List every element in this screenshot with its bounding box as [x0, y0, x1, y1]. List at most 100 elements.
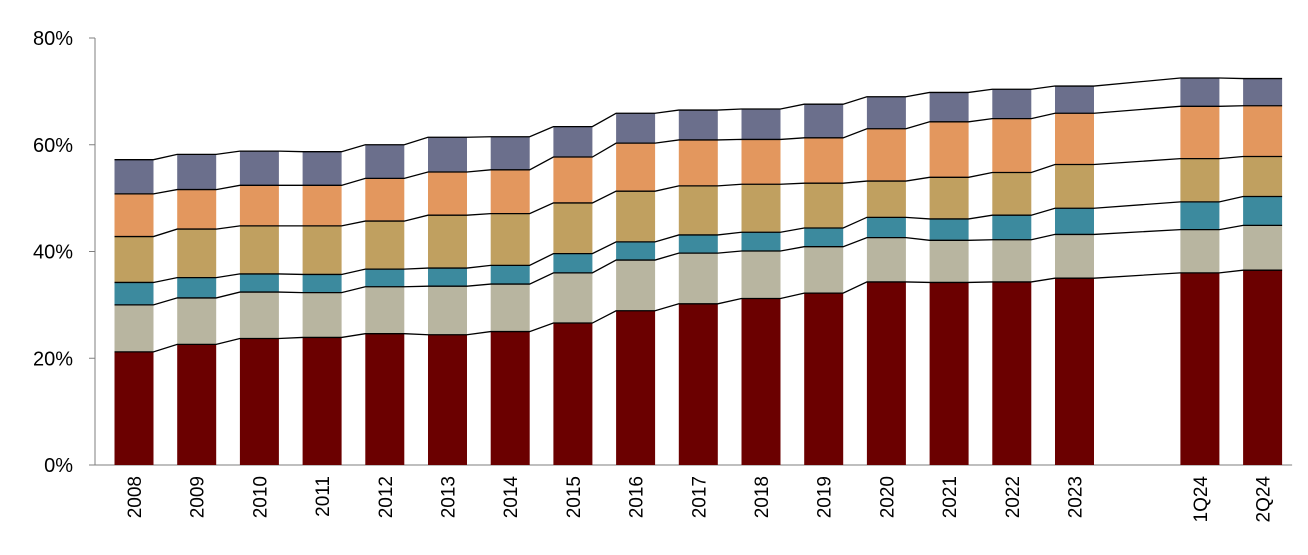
- bar-segment: [992, 172, 1032, 216]
- x-tick-label: 1Q24: [1191, 476, 1212, 523]
- series-connector-line: [114, 269, 1283, 353]
- bar-segment: [804, 104, 844, 138]
- bar-segment: [804, 246, 844, 294]
- bar-segment: [929, 121, 969, 178]
- bar-segment: [302, 274, 342, 293]
- bar-segment: [866, 281, 906, 465]
- bar-segment: [177, 277, 217, 298]
- series-connector-line: [114, 105, 1283, 195]
- bar-segment: [114, 351, 154, 465]
- x-tick-label: 2011: [313, 476, 334, 517]
- bar-segment: [741, 232, 781, 251]
- bar-segment: [1243, 105, 1283, 157]
- x-tick-label: 2017: [689, 476, 710, 518]
- bar-segment: [553, 253, 593, 273]
- bar-segment: [992, 89, 1032, 119]
- y-axis: 0% 20% 40% 60% 80%: [33, 28, 96, 477]
- bar-segment: [1180, 201, 1220, 230]
- y-tick-label: 40%: [33, 242, 73, 264]
- bar-segment: [741, 139, 781, 185]
- bar-segment: [553, 157, 593, 203]
- bar-segment: [239, 273, 279, 293]
- y-tick-label: 80%: [33, 28, 73, 50]
- bar-segment: [553, 126, 593, 158]
- bar-segment: [490, 136, 530, 170]
- bar-segment: [490, 284, 530, 332]
- bar-segment: [804, 293, 844, 465]
- bar-segment: [428, 171, 467, 216]
- bar-segment: [177, 154, 217, 190]
- bar-segment: [365, 221, 405, 270]
- x-tick-label: 2Q24: [1254, 476, 1275, 523]
- x-tick-label: 2008: [125, 476, 146, 518]
- x-tick-label: 2010: [250, 476, 271, 518]
- bar-segment: [741, 298, 781, 465]
- x-tick-label: 2020: [877, 476, 898, 518]
- bar-segment: [741, 184, 781, 233]
- bar-segment: [616, 191, 656, 242]
- bar-segment: [365, 269, 405, 287]
- bar-segment: [804, 183, 844, 229]
- bar-segment: [1055, 208, 1094, 235]
- bar-segment: [302, 337, 342, 465]
- bar-segment: [177, 344, 217, 465]
- bar-segment: [616, 310, 656, 465]
- bar-segment: [490, 213, 530, 266]
- bar-segment: [1180, 229, 1220, 273]
- bar-segment: [365, 333, 405, 465]
- connector-lines: [114, 77, 1283, 353]
- bar-segment: [1055, 164, 1094, 209]
- bar-segment: [553, 272, 593, 324]
- y-tick-label: 60%: [33, 135, 73, 157]
- bar-segment: [302, 185, 342, 226]
- series-connector-line: [114, 224, 1283, 306]
- bar-segment: [929, 177, 969, 219]
- bar-segment: [302, 225, 342, 275]
- bar-segment: [866, 237, 906, 282]
- bar-segment: [239, 338, 279, 465]
- bar-segment: [992, 239, 1032, 282]
- bar-segment: [365, 144, 405, 179]
- x-tick-label: 2015: [564, 476, 585, 518]
- bar-segment: [678, 234, 718, 254]
- bar-segment: [428, 215, 467, 269]
- bar-segment: [1180, 158, 1220, 202]
- bar-segment: [1180, 78, 1220, 107]
- bar-segment: [428, 268, 467, 287]
- bar-segment: [741, 108, 781, 140]
- bar-segment: [1243, 196, 1283, 226]
- bar-segment: [1243, 270, 1283, 465]
- bar-segment: [239, 185, 279, 226]
- bar-segment: [1243, 225, 1283, 271]
- bar-segment: [678, 110, 718, 140]
- bar-segment: [239, 151, 279, 186]
- bar-segment: [428, 137, 467, 172]
- bar-segment: [428, 286, 467, 335]
- bar-segment: [866, 217, 906, 238]
- bar-segment: [1055, 278, 1094, 465]
- bar-segment: [177, 229, 217, 278]
- bar-segment: [992, 118, 1032, 173]
- bar-segment: [616, 241, 656, 261]
- bar-segment: [804, 137, 844, 184]
- x-tick-label: 2013: [439, 476, 460, 518]
- bar-segment: [741, 250, 781, 299]
- bar-segment: [678, 185, 718, 235]
- bar-segment: [616, 143, 656, 192]
- bar-segment: [992, 281, 1032, 465]
- y-tick-label: 0%: [44, 455, 73, 477]
- bar-segment: [114, 282, 154, 305]
- bar-segment: [177, 189, 217, 230]
- bar-segment: [365, 178, 405, 222]
- bar-segment: [1243, 156, 1283, 197]
- bar-segment: [929, 92, 969, 122]
- bar-segment: [490, 169, 530, 214]
- x-tick-label: 2022: [1003, 476, 1024, 518]
- bar-segment: [302, 292, 342, 338]
- bar-segment: [114, 236, 154, 283]
- bar-segment: [866, 128, 906, 182]
- bar-segment: [1180, 106, 1220, 159]
- bar-segment: [302, 151, 342, 186]
- x-tick-label: 2021: [940, 476, 961, 518]
